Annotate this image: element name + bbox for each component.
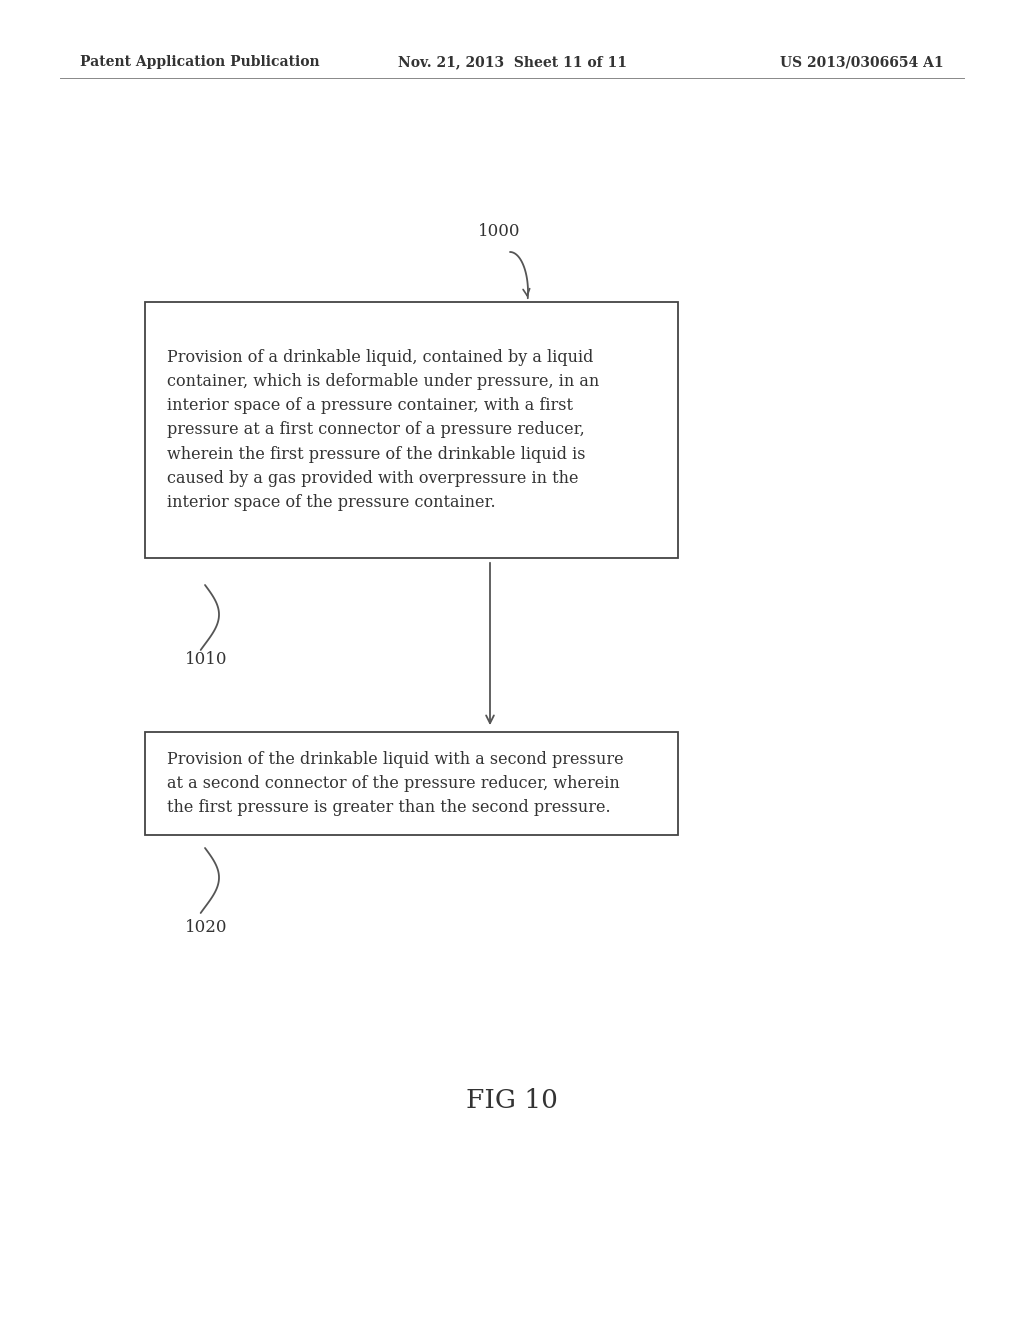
- Text: Nov. 21, 2013  Sheet 11 of 11: Nov. 21, 2013 Sheet 11 of 11: [397, 55, 627, 69]
- Bar: [145, 302, 678, 558]
- Bar: [145, 733, 678, 836]
- Text: FIG 10: FIG 10: [466, 1088, 558, 1113]
- Text: US 2013/0306654 A1: US 2013/0306654 A1: [780, 55, 944, 69]
- Text: 1020: 1020: [185, 920, 227, 936]
- Text: Provision of the drinkable liquid with a second pressure
at a second connector o: Provision of the drinkable liquid with a…: [167, 751, 624, 816]
- Text: 1000: 1000: [478, 223, 520, 240]
- Text: Provision of a drinkable liquid, contained by a liquid
container, which is defor: Provision of a drinkable liquid, contain…: [167, 348, 599, 511]
- Text: Patent Application Publication: Patent Application Publication: [80, 55, 319, 69]
- Text: 1010: 1010: [185, 652, 227, 668]
